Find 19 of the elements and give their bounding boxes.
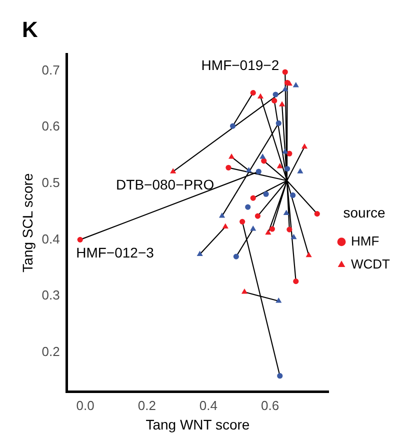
x-axis-title: Tang WNT score	[146, 416, 250, 432]
y-tick-label: 0.7	[42, 62, 60, 78]
y-tick-label: 0.2	[42, 344, 60, 359]
legend-label: WCDT	[351, 256, 390, 272]
y-tick-label: 0.3	[42, 288, 60, 303]
text: K	[22, 17, 38, 42]
annotation: DTB−080−PRO	[116, 176, 214, 192]
annotation: HMF−019−2	[201, 56, 280, 73]
y-axis-title: Tang SCL score	[19, 173, 36, 272]
x-tick-label: 0.0	[76, 398, 94, 413]
y-tick-label: 0.4	[42, 231, 60, 246]
x-tick-label: 0.6	[260, 398, 280, 413]
y-tick-label: 0.5	[42, 174, 60, 190]
y-tick-label: 0.6	[42, 118, 60, 134]
x-tick-label: 0.4	[199, 398, 218, 413]
annotation: HMF−012−3	[76, 244, 154, 261]
legend-label: HMF	[351, 233, 380, 248]
x-tick-label: 0.2	[138, 398, 156, 413]
legend-title: source	[343, 204, 386, 220]
